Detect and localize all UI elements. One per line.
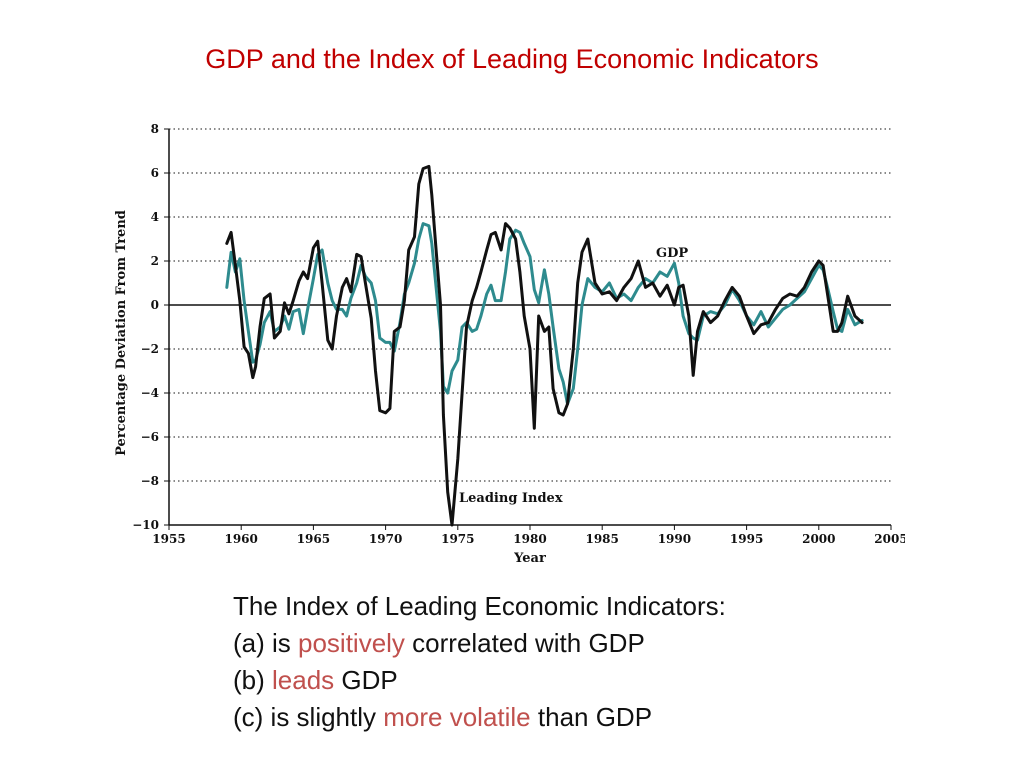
takeaway-b-suffix: GDP [334, 665, 398, 695]
x-tick-label: 1965 [297, 532, 330, 546]
x-axis-label: Year [513, 551, 546, 566]
takeaway-b-highlight: leads [272, 665, 335, 695]
series-layer [225, 164, 864, 527]
slide-title: GDP and the Index of Leading Economic In… [205, 44, 819, 74]
x-tick-label: 1985 [585, 532, 618, 546]
takeaway-b: (b) leads GDP [233, 662, 726, 699]
y-tick-label: 0 [151, 298, 159, 312]
x-tick-label: 1970 [369, 532, 402, 546]
takeaway-a: (a) is positively correlated with GDP [233, 625, 726, 662]
takeaway-a-prefix: (a) is [233, 628, 298, 658]
gdp-series-label: GDP [656, 246, 688, 261]
y-tick-label: −8 [141, 474, 159, 488]
x-tick-label: 1960 [224, 532, 257, 546]
takeaway-intro: The Index of Leading Economic Indicators… [233, 591, 726, 621]
y-tick-label: 8 [151, 122, 159, 136]
axis-layer [168, 129, 891, 526]
leading-index-series-label: Leading Index [459, 491, 563, 506]
y-tick-label: 6 [151, 166, 159, 180]
y-tick-label: −10 [132, 518, 159, 532]
leading-index-series-line [225, 164, 864, 527]
x-tick-label: 1975 [441, 532, 474, 546]
y-axis-label: Percentage Deviation From Trend [114, 210, 129, 456]
gdp-series-line [225, 222, 864, 406]
x-tick-label: 1990 [658, 532, 691, 546]
takeaway-c-highlight: more volatile [383, 702, 531, 732]
takeaway-c-suffix: than GDP [530, 702, 653, 732]
takeaway-a-highlight: positively [298, 628, 405, 658]
takeaway-list: The Index of Leading Economic Indicators… [233, 588, 726, 736]
y-tick-label: −4 [141, 386, 159, 400]
takeaway-b-prefix: (b) [233, 665, 272, 695]
y-tick-label: 4 [151, 210, 159, 224]
x-tick-label: 1980 [513, 532, 546, 546]
takeaway-c: (c) is slightly more volatile than GDP [233, 699, 726, 736]
takeaway-c-prefix: (c) is slightly [233, 702, 384, 732]
x-tick-label: 1995 [730, 532, 763, 546]
x-tick-label: 2005 [874, 532, 905, 546]
y-tick-label: −6 [141, 430, 159, 444]
x-tick-label: 2000 [802, 532, 835, 546]
y-tick-label: 2 [151, 254, 159, 268]
x-tick-label: 1955 [152, 532, 185, 546]
y-tick-label: −2 [141, 342, 159, 356]
takeaway-a-suffix: correlated with GDP [404, 628, 645, 658]
